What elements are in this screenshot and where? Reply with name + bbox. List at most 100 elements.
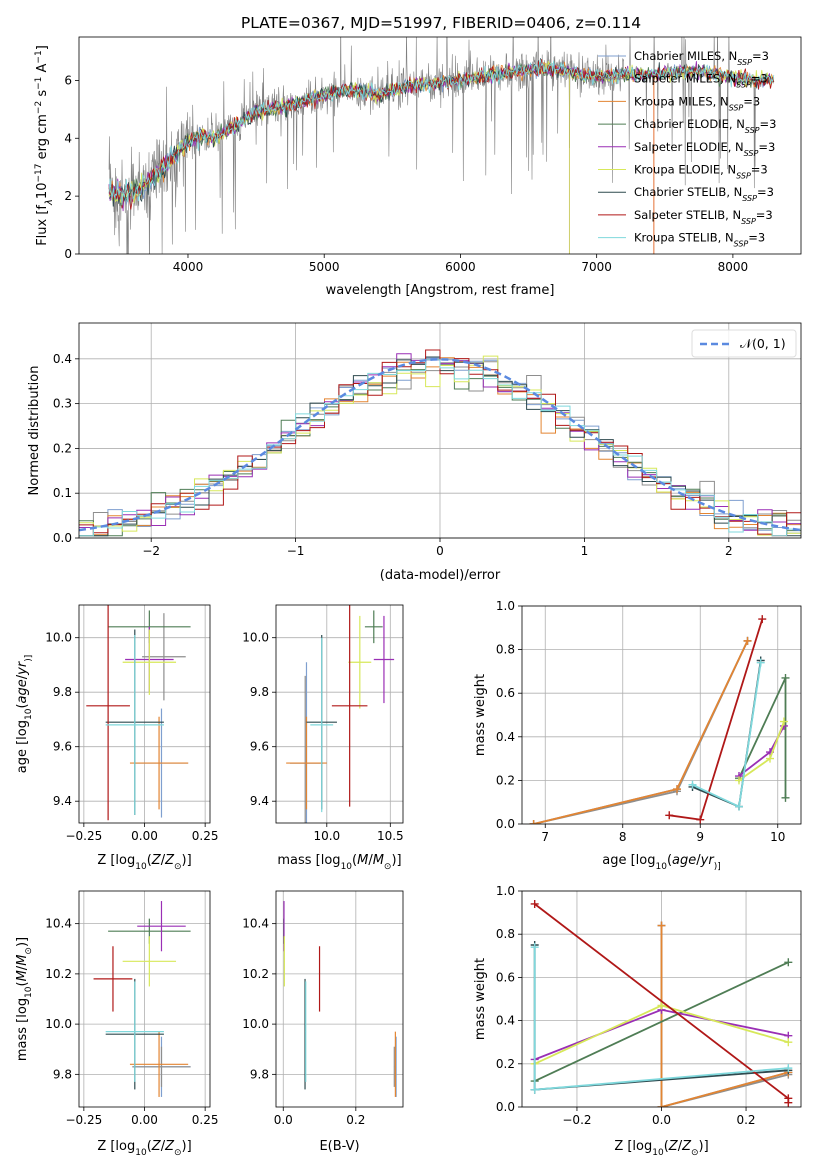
x-axis-label-part: mass [log: [277, 853, 340, 868]
weight-series-3: [534, 961, 789, 1082]
histogram-8: [79, 359, 801, 537]
legend-tail: =3: [758, 140, 775, 154]
legend-label-1: Salpeter MILES, NSSP=3: [634, 72, 768, 90]
x-axis-label-part: /: [161, 1139, 166, 1154]
y-tick-label: 1.0: [496, 884, 515, 898]
weight-marker: [657, 1103, 666, 1107]
y-tick-label: 0.8: [496, 927, 515, 941]
y-axis-label-part: (: [15, 981, 30, 986]
y-tick-label: 10.4: [45, 917, 72, 931]
x-tick-label: 0.2: [346, 1113, 365, 1127]
x-axis-label: Z [log10(Z/Z⊙)]: [614, 1139, 708, 1158]
legend-sub: SSP: [736, 80, 751, 89]
y-tick-label: 0.0: [53, 531, 72, 545]
x-tick-label: 0.25: [192, 829, 219, 843]
plots-layer: 4000 5000 6000 7000 8000 0 2 4 6 Chabrier MILES, …: [15, 36, 802, 1158]
weight-marker: [784, 1064, 793, 1073]
y-tick-label: 6: [64, 73, 72, 87]
y-tick-label: 10.4: [242, 917, 269, 931]
x-tick-label: 0.0: [274, 1113, 293, 1127]
legend-model-name: Kroupa ELODIE,: [634, 163, 727, 177]
axes-spectrum: 4000 5000 6000 7000 8000 0 2 4 6 Chabrier MILES, …: [34, 36, 802, 298]
weight-marker: [530, 943, 539, 952]
y-tick-label: 0.0: [496, 817, 515, 831]
x-axis-label-part: /: [678, 1139, 683, 1154]
x-tick-label: −1: [287, 544, 305, 558]
plot-frame: [78, 36, 802, 255]
weight-marker: [657, 921, 666, 930]
y-tick-label: 4: [64, 131, 72, 145]
x-tick-label: 5000: [309, 260, 340, 274]
y-axis-label-part: 10: [24, 986, 34, 998]
y-axis-label-part: erg cm: [35, 114, 50, 163]
legend-label-2: Kroupa MILES, NSSP=3: [634, 94, 760, 112]
legend-model-name: Kroupa MILES,: [634, 94, 720, 108]
y-axis-label: Normed distribution: [27, 366, 42, 496]
y-tick-label: 0.4: [496, 1014, 515, 1028]
spectrum-lines: [108, 37, 775, 254]
y-tick-label: 10.0: [45, 1017, 72, 1031]
x-tick-label: 10: [770, 830, 785, 844]
legend-model-name: Salpeter MILES,: [634, 72, 727, 86]
y-tick-label: 9.4: [250, 794, 269, 808]
weight-series-7: [669, 618, 764, 821]
weight-marker: [784, 958, 793, 967]
weight-marker: [735, 776, 743, 785]
plot-frame: [78, 604, 211, 824]
legend-sub: SSP: [742, 194, 757, 203]
y-axis-label-part: /: [15, 965, 30, 970]
plot-frame: [78, 890, 211, 1108]
legend-label-4: Salpeter ELODIE, NSSP=3: [634, 140, 775, 158]
x-tick-label: 6000: [445, 260, 476, 274]
x-tick-label: 0.0: [652, 1113, 671, 1127]
y-axis-label-part: 10: [35, 183, 50, 200]
weight-marker: [657, 1001, 666, 1010]
x-tick-label: 10.0: [313, 829, 340, 843]
weight-series-4: [738, 725, 785, 777]
model-spectrum-8: [108, 58, 775, 206]
y-axis-label-part: M: [15, 955, 30, 966]
x-tick-label: 0: [436, 544, 444, 558]
legend-tail: =3: [752, 49, 769, 63]
x-axis-label-part: Z: [668, 1139, 679, 1154]
y-tick-label: 10.0: [242, 631, 269, 645]
y-axis-label: mass weight: [473, 674, 488, 756]
y-tick-label: 0.2: [53, 441, 72, 455]
legend-sub: SSP: [741, 216, 756, 225]
errorbars: [283, 901, 397, 1097]
legend-model-name: Chabrier STELIB,: [634, 185, 734, 199]
legend-sub: SSP: [737, 58, 752, 67]
x-axis-label-part: )]: [391, 853, 401, 868]
y-tick-label: 1.0: [496, 599, 515, 613]
x-axis-label-part: ⊙: [384, 862, 392, 872]
y-axis-label-part: yr: [15, 660, 30, 676]
x-axis-label-part: /: [368, 853, 373, 868]
weight-marker: [530, 1085, 539, 1094]
x-axis-label-part: 10: [135, 1148, 147, 1158]
legend-sub: SSP: [745, 126, 760, 135]
axes-residuals: −2 −1 0 1 2 0.0 0.1 0.2 0.3 0.4 𝒩(0, 1) (data-model…: [27, 322, 802, 583]
legend-label-8: Kroupa STELIB, NSSP=3: [634, 231, 765, 249]
axes-mass-vs-ebv: 0.0 0.2 9.8 10.0 10.2 10.4 E(B-V): [242, 890, 404, 1154]
x-tick-label: −0.25: [65, 829, 102, 843]
x-axis-label-part: Z: [151, 853, 162, 868]
x-axis-label-part: M: [357, 853, 368, 868]
x-axis-label-part: Z [log: [97, 853, 135, 868]
y-tick-label: 10.2: [242, 967, 269, 981]
weight-marker: [766, 754, 774, 763]
x-axis-label: Z [log10(Z/Z⊙)]: [97, 1139, 191, 1158]
plot-frame: [275, 890, 404, 1108]
x-tick-label: 7000: [581, 260, 612, 274]
weight-marker: [529, 820, 538, 824]
legend-n: N: [727, 72, 736, 86]
legend-model-name: Kroupa STELIB,: [634, 231, 725, 245]
y-axis-label: mass weight: [473, 958, 488, 1040]
weight-lines: [529, 615, 790, 824]
x-axis-label-part: )]: [699, 1139, 709, 1154]
x-tick-label: 8: [619, 830, 627, 844]
x-tick-label: −0.25: [65, 1113, 102, 1127]
legend-n: N: [720, 94, 729, 108]
